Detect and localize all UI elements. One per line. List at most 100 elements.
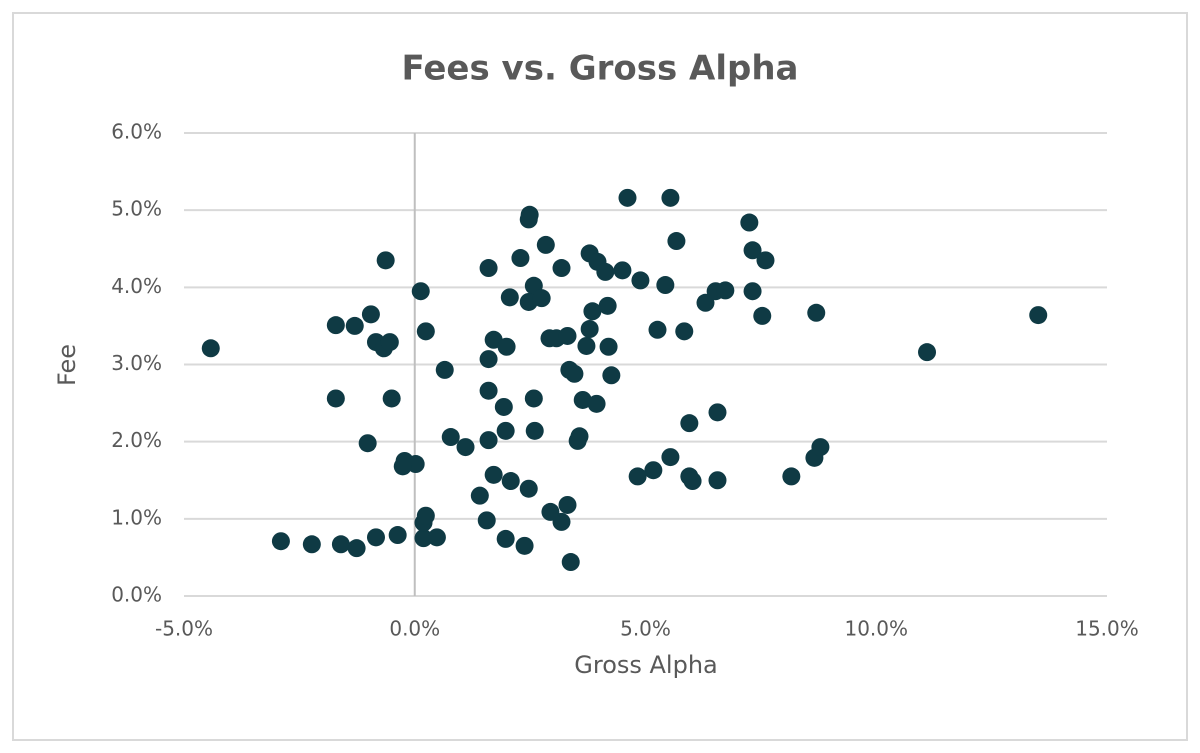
point [519,479,538,498]
point [441,428,460,447]
point [479,381,498,400]
point [427,528,446,547]
point [811,438,830,457]
x-tick-label: 0.0% [389,617,440,641]
point [380,333,399,352]
point [756,251,775,270]
point [501,472,520,491]
x-tick-label: 15.0% [1075,617,1139,641]
point [479,259,498,278]
y-tick-label: 6.0% [111,120,162,144]
point [558,495,577,514]
point [708,403,727,422]
point [515,536,534,555]
point [479,431,498,450]
point [782,467,801,486]
point [598,296,617,315]
x-tick-label: 5.0% [620,617,671,641]
point [613,261,632,280]
point [628,467,647,486]
point [696,293,715,312]
point [683,472,702,491]
point [743,241,762,260]
point [743,282,762,301]
point [716,281,735,300]
x-tick-label: -5.0% [155,617,213,641]
point [618,188,637,207]
point [561,553,580,572]
point [631,271,650,290]
point [552,259,571,278]
point [511,249,530,268]
point [358,434,377,453]
point [753,306,772,325]
point [680,414,699,433]
point [644,461,663,480]
point [496,529,515,548]
x-axis-label: Gross Alpha [574,651,718,679]
point [496,421,515,440]
point [271,532,290,551]
point [347,539,366,558]
point [807,303,826,322]
point [558,326,577,345]
point [602,366,621,385]
point [536,235,555,254]
point [918,343,937,362]
point [532,289,551,308]
point [599,337,618,356]
y-tick-label: 0.0% [111,583,162,607]
point [484,465,503,484]
point [525,421,544,440]
point [388,526,407,545]
point [470,486,489,505]
y-tick-label: 1.0% [111,505,162,529]
point [326,316,345,335]
point [456,438,475,457]
point [302,535,321,554]
point [587,394,606,413]
point [201,339,220,358]
y-axis-label: Fee [53,344,81,386]
point [366,528,385,547]
point [411,282,430,301]
point [583,302,602,321]
y-tick-label: 5.0% [111,197,162,221]
chart-frame [12,12,1188,741]
point [326,389,345,408]
point [376,251,395,270]
point [435,360,454,379]
point [494,397,513,416]
point [661,188,680,207]
point [740,213,759,232]
point [648,320,667,339]
y-tick-label: 2.0% [111,428,162,452]
point [675,322,694,341]
point [596,262,615,281]
point [577,336,596,355]
point [331,535,350,554]
point [708,471,727,490]
point [661,448,680,467]
chart-title: Fees vs. Gross Alpha [402,49,799,89]
y-tick-label: 3.0% [111,351,162,375]
y-tick-label: 4.0% [111,274,162,298]
point [361,305,380,324]
point [497,337,516,356]
point [414,529,433,548]
point [1029,306,1048,325]
point [477,511,496,530]
point [382,389,401,408]
point [500,288,519,307]
point [416,506,435,525]
point [667,232,686,251]
point [345,316,364,335]
point [565,364,584,383]
point [570,427,589,446]
point [393,457,412,476]
point [580,320,599,339]
point [524,389,543,408]
point [479,350,498,369]
